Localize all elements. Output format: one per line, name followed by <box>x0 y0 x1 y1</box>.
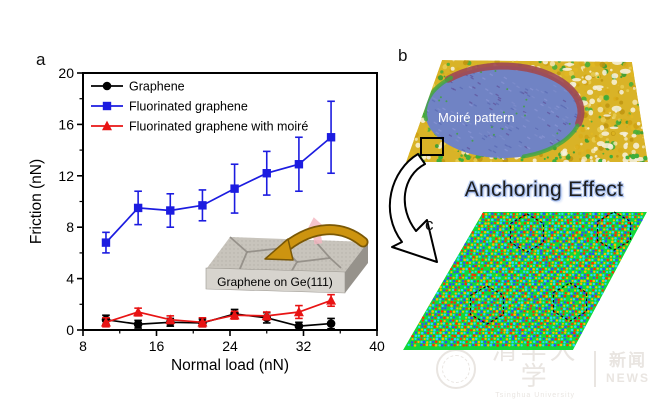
zoom-region-box <box>420 137 444 156</box>
data-point <box>294 160 304 169</box>
data-point <box>133 319 143 329</box>
friction-chart: 0 4 8 12 16 20 8 16 24 32 40 Normal load (nN) Fricti… <box>28 65 385 374</box>
inset-caption: Graphene on Ge(111) <box>217 275 333 289</box>
data-point <box>326 295 337 305</box>
watermark-news-cn: 新闻 <box>609 351 647 371</box>
x-axis-label: Normal load (nN) <box>171 357 289 374</box>
anchoring-effect-caption: Anchoring Effect <box>464 178 624 201</box>
legend-item: Graphene <box>91 80 185 94</box>
x-tick-label: 40 <box>369 338 385 354</box>
lattice-dots <box>403 212 647 350</box>
inset-illustration: Graphene on Ge(111) <box>205 217 369 294</box>
data-point <box>102 81 112 91</box>
data-point <box>294 321 304 331</box>
watermark-divider <box>594 350 596 387</box>
tsinghua-watermark: 清华大学 Tsinghua University 新闻 NEWS <box>436 338 650 399</box>
legend: Graphene Fluorinated graphene Fluorinated … <box>91 80 308 134</box>
data-point <box>101 238 111 247</box>
y-tick-label: 20 <box>58 65 74 81</box>
data-point <box>102 101 112 111</box>
y-tick-label: 4 <box>66 271 74 287</box>
curved-arrow-icon <box>388 153 438 263</box>
moire-hexagon <box>596 211 632 251</box>
data-point <box>293 306 304 317</box>
data-point <box>229 309 240 320</box>
x-tick-label: 8 <box>79 338 87 354</box>
moire-pattern-label: Moiré pattern <box>438 110 515 125</box>
y-axis-label: Friction (nN) <box>28 159 45 244</box>
afm-3d-image: Moiré pattern <box>406 60 648 162</box>
data-point <box>133 306 144 317</box>
legend-label: Fluorinated graphene <box>129 100 248 114</box>
y-tick-label: 8 <box>66 219 74 235</box>
legend-label: Graphene <box>129 80 185 94</box>
legend-label: Fluorinated graphene with moiré <box>129 120 308 134</box>
data-point <box>261 310 272 321</box>
x-tick-label: 24 <box>222 338 238 354</box>
moire-hexagons <box>469 211 632 325</box>
data-point <box>230 184 239 193</box>
axis-ticks: 0 4 8 12 16 20 8 16 24 32 40 <box>58 65 385 354</box>
panel-b-label: b <box>398 46 408 65</box>
moire-lattice-image <box>403 211 647 350</box>
series-line <box>105 299 332 324</box>
y-tick-label: 12 <box>58 168 74 184</box>
x-tick-label: 32 <box>296 338 312 354</box>
moire-hexagon <box>509 213 545 253</box>
y-tick-label: 16 <box>58 116 74 132</box>
data-point <box>165 314 176 324</box>
data-point <box>197 316 208 327</box>
data-point <box>326 133 336 142</box>
panel-a-label: a <box>36 50 46 69</box>
x-tick-label: 16 <box>149 338 165 354</box>
series-square <box>101 100 336 254</box>
watermark-university-en: Tsinghua University <box>495 392 575 399</box>
panel-c-label: c <box>425 215 434 234</box>
y-tick-label: 0 <box>66 322 74 338</box>
watermark-news-en: NEWS <box>606 370 650 385</box>
series-triangle <box>100 293 337 328</box>
data-point <box>100 316 111 327</box>
afm-terrain <box>406 60 648 162</box>
data-point <box>102 120 112 131</box>
zoom-arrow <box>388 153 438 263</box>
data-point <box>198 201 207 210</box>
moire-hexagon <box>552 282 588 322</box>
data-point <box>133 203 143 213</box>
data-point <box>166 206 175 215</box>
data-point <box>326 319 336 328</box>
legend-item: Fluorinated graphene <box>91 100 248 114</box>
data-point <box>262 169 271 178</box>
moire-hexagon <box>469 285 505 325</box>
series-line <box>105 136 332 244</box>
legend-item: Fluorinated graphene with moiré <box>91 120 308 134</box>
